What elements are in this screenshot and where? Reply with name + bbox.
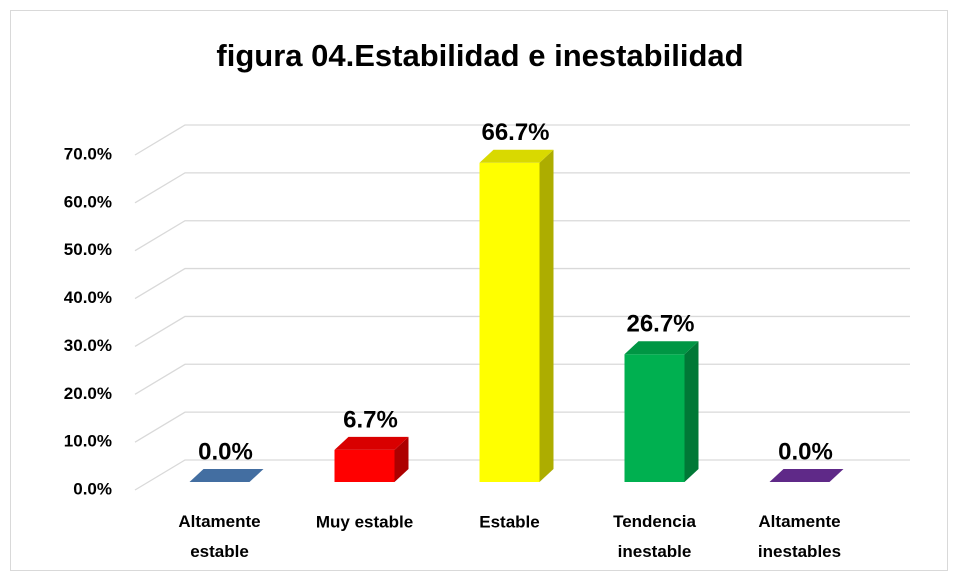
chart-border [10,10,948,571]
x-tick-label: Altamente inestables [758,512,841,561]
bar-top [769,469,844,482]
value-label: 0.0% [198,438,253,465]
x-tick-label: Altamente estable [178,512,260,561]
bar-group [769,469,844,482]
y-tick-label: 40.0% [64,288,112,307]
grid-line [134,172,910,204]
x-tick-label: Muy estable [316,512,413,531]
y-tick-label: 60.0% [64,192,112,211]
value-label: 0.0% [778,438,833,465]
bar-group [624,341,699,482]
x-tick-label: Estable [479,512,539,531]
grid-line [134,124,910,156]
value-label: 6.7% [343,406,398,433]
y-tick-label: 10.0% [64,432,112,451]
grid-line [134,315,910,347]
chart-title: figura 04.Estabilidad e inestabilidad [216,38,743,73]
bar-side [394,436,409,482]
y-tick-label: 30.0% [64,336,112,355]
bar [334,449,395,482]
bar-top [189,469,264,482]
y-tick-label: 0.0% [73,479,112,498]
grid-line [134,267,910,300]
bar-top [479,149,554,163]
bar-side [684,341,699,482]
bar [624,354,685,482]
y-tick-label: 20.0% [64,384,112,403]
bar-group [189,469,264,482]
y-tick-label: 50.0% [64,240,112,259]
grid-line [134,220,910,252]
x-tick-label: Tendencia inestable [613,512,696,561]
bar-group [479,149,554,483]
value-label: 66.7% [481,119,549,146]
bar-group [334,436,409,482]
bar-top [334,436,409,450]
y-tick-label: 70.0% [64,144,112,163]
bar-side [539,149,554,483]
bar [479,162,540,483]
bar-top [624,341,699,355]
value-label: 26.7% [626,311,694,338]
